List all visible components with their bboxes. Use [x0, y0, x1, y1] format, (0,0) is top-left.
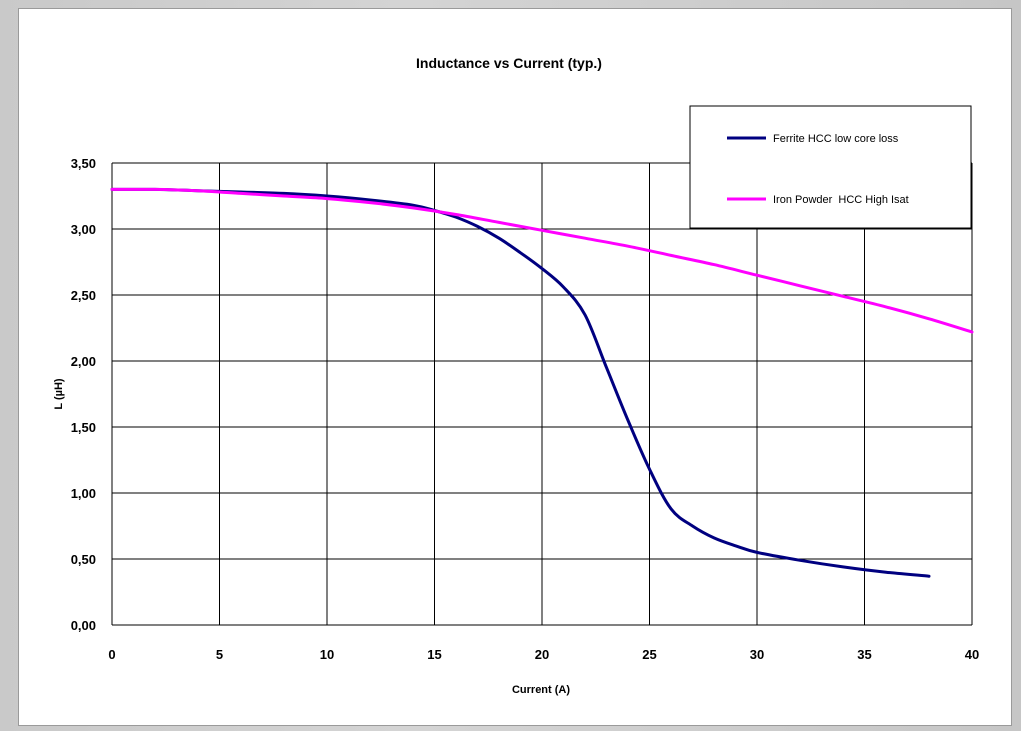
x-tick-label: 35 — [857, 647, 871, 662]
y-tick-label: 1,50 — [71, 420, 96, 435]
x-tick-label: 30 — [750, 647, 764, 662]
series-line-iron-powder — [110, 187, 974, 334]
legend-label-iron-powder: Iron Powder HCC High Isat — [773, 194, 909, 206]
legend-label-ferrite: Ferrite HCC low core loss — [773, 133, 899, 145]
legend-box — [689, 105, 972, 229]
x-tick-label: 25 — [642, 647, 656, 662]
x-tick-label: 40 — [965, 647, 979, 662]
x-tick-label: 10 — [320, 647, 334, 662]
legend: Ferrite HCC low core loss Iron Powder HC… — [689, 105, 972, 229]
series-line-ferrite — [110, 187, 931, 578]
x-tick-label: 5 — [216, 647, 223, 662]
tick-labels: 0 5 10 15 20 25 30 35 40 0,00 0,50 1,00 1,50 2,00 2,50… — [71, 156, 980, 662]
x-axis-label: Current (A) — [512, 684, 570, 696]
y-tick-label: 0,00 — [71, 618, 96, 633]
grid — [111, 162, 973, 626]
y-tick-label: 2,00 — [71, 354, 96, 369]
y-tick-label: 0,50 — [71, 552, 96, 567]
y-tick-label: 2,50 — [71, 288, 96, 303]
y-tick-label: 3,00 — [71, 222, 96, 237]
y-tick-label: 3,50 — [71, 156, 96, 171]
series-layer — [110, 187, 974, 578]
x-tick-label: 15 — [427, 647, 441, 662]
y-axis-label: L (µH) — [53, 378, 65, 410]
x-tick-label: 20 — [535, 647, 549, 662]
y-tick-label: 1,00 — [71, 486, 96, 501]
x-tick-label: 0 — [108, 647, 115, 662]
chart-title: Inductance vs Current (typ.) — [416, 55, 602, 71]
